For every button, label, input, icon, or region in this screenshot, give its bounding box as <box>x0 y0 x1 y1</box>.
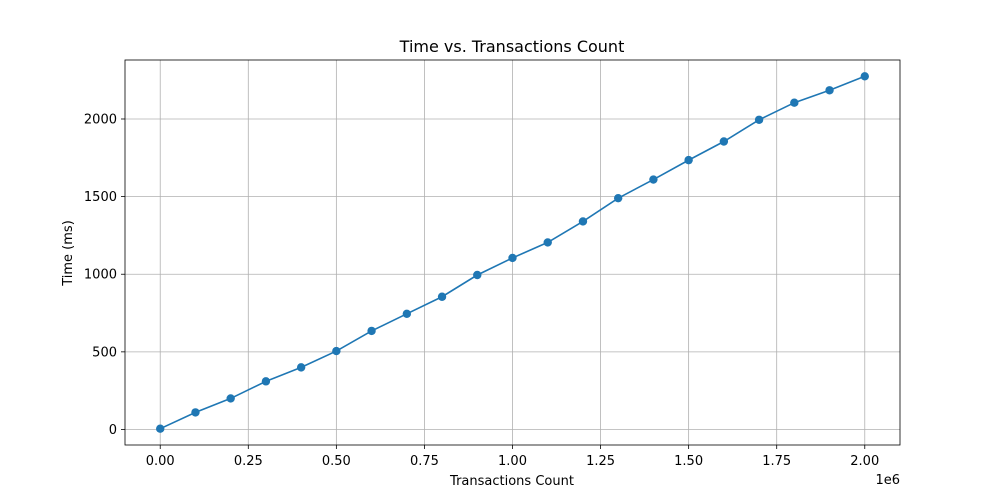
plot-frame <box>124 59 901 446</box>
grid-lines <box>125 60 900 445</box>
chart-title: Time vs. Transactions Count <box>399 37 625 56</box>
x-axis-offset-label: 1e6 <box>875 473 900 488</box>
y-tick-label: 2000 <box>84 112 117 127</box>
x-tick-label: 0.75 <box>410 454 439 469</box>
data-point <box>860 72 869 81</box>
axes: 0.00 0.25 0.50 0.75 1.00 1.25 1.50 1.75 2.00 0 500… <box>84 59 901 469</box>
data-point <box>613 193 623 203</box>
y-tick-label: 1500 <box>84 190 117 205</box>
x-tick-label: 0.25 <box>234 454 263 469</box>
x-tick-label: 2.00 <box>850 454 879 469</box>
data-point <box>332 346 341 356</box>
data-point <box>719 137 729 146</box>
data-point <box>578 217 588 226</box>
data-point <box>473 270 482 280</box>
data-point <box>156 424 165 433</box>
x-tick-label: 1.50 <box>674 454 703 469</box>
x-axis-label: Transactions Count <box>449 474 574 489</box>
data-point <box>825 86 834 95</box>
data-point <box>261 377 271 386</box>
data-point <box>790 98 799 107</box>
x-tick-label: 1.75 <box>762 454 791 469</box>
data-point <box>754 115 764 124</box>
y-axis-label: Time (ms) <box>61 220 76 287</box>
data-point <box>367 326 376 336</box>
labels: Time vs. Transactions Count Transactions… <box>61 37 900 489</box>
data-point <box>226 394 235 403</box>
x-tick-label: 1.00 <box>498 454 527 469</box>
x-tick-label: 1.25 <box>586 454 615 469</box>
data-point <box>437 292 447 301</box>
data-point <box>296 363 306 372</box>
data-point <box>543 238 552 247</box>
series-layer <box>156 72 869 433</box>
y-tick-label: 500 <box>92 345 117 360</box>
data-point <box>649 175 658 184</box>
y-tick-label: 0 <box>109 423 117 438</box>
y-tick-label: 1000 <box>84 268 117 283</box>
data-point <box>508 253 517 263</box>
x-tick-label: 0.50 <box>322 454 351 469</box>
x-tick-label: 0.00 <box>146 454 175 469</box>
data-point <box>684 155 693 165</box>
data-point <box>191 408 200 417</box>
data-point <box>402 309 412 319</box>
